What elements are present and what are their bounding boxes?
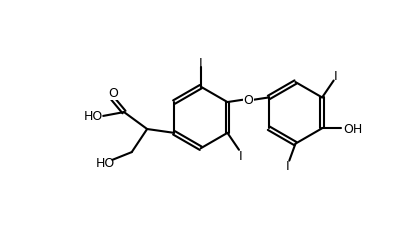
Text: HO: HO <box>96 156 115 169</box>
Text: I: I <box>239 149 242 162</box>
Text: O: O <box>243 94 253 107</box>
Text: I: I <box>199 56 203 69</box>
Text: I: I <box>286 160 290 173</box>
Text: I: I <box>334 69 338 82</box>
Text: O: O <box>108 87 118 100</box>
Text: OH: OH <box>343 122 363 135</box>
Text: HO: HO <box>83 110 103 123</box>
